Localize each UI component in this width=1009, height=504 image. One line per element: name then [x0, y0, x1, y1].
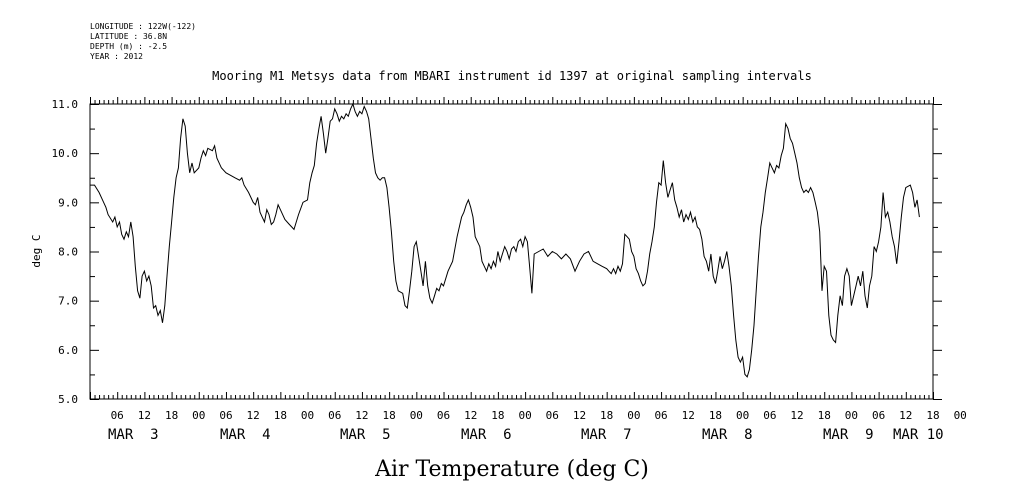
x-hour-label: 12 [138, 409, 151, 422]
x-hour-label: 12 [464, 409, 477, 422]
x-hour-label: 18 [274, 409, 287, 422]
x-day-label: MAR 8 [702, 427, 753, 443]
x-day-label: MAR 5 [340, 427, 391, 443]
x-day-label: MAR 6 [461, 427, 512, 443]
x-hour-label: 18 [926, 409, 939, 422]
y-tick-label: 9.0 [58, 196, 78, 209]
x-hour-label: 12 [790, 409, 803, 422]
x-day-label: MAR 3 [108, 427, 159, 443]
x-axis-title: Air Temperature (deg C) [374, 457, 649, 482]
year-label: YEAR : 2012 [90, 52, 143, 61]
axis-ticks [90, 97, 942, 400]
x-hour-label: 18 [165, 409, 178, 422]
x-hour-label: 00 [954, 409, 967, 422]
chart-title: Mooring M1 Metsys data from MBARI instru… [212, 69, 812, 83]
x-hour-label: 18 [600, 409, 613, 422]
x-hour-label: 00 [192, 409, 205, 422]
y-tick-label: 10.0 [52, 147, 79, 160]
x-hour-label: 18 [818, 409, 831, 422]
temperature-series-line [90, 102, 920, 378]
x-hour-label: 18 [491, 409, 504, 422]
x-hour-label: 06 [546, 409, 559, 422]
x-day-label: MAR 9 [823, 427, 874, 443]
x-hour-label: 12 [573, 409, 586, 422]
x-hour-label: 06 [111, 409, 124, 422]
x-hour-label: 00 [518, 409, 531, 422]
y-tick-label: 6.0 [58, 344, 78, 357]
x-hour-labels: 06 12 18 00 06 12 18 00 06 12 18 00 06 12 18 00 06 12 18 00… [111, 409, 967, 422]
x-hour-label: 06 [328, 409, 341, 422]
plot-frame [89, 103, 934, 400]
y-tick-label: 8.0 [58, 246, 78, 259]
y-tick-label: 5.0 [58, 393, 78, 406]
x-day-labels: MAR 3 MAR 4 MAR 5 MAR 6 MAR 7 MAR 8 MAR 9 MAR 1… [108, 427, 944, 443]
x-hour-label: 12 [355, 409, 368, 422]
mooring-metadata: LONGITUDE : 122W(-122) LATITUDE : 36.8N … [90, 22, 196, 61]
y-tick-label: 11.0 [52, 98, 79, 111]
x-day-label: MAR 7 [581, 427, 632, 443]
x-day-label: MAR 10 [893, 427, 944, 443]
y-tick-label: 7.0 [58, 295, 78, 308]
x-hour-label: 00 [736, 409, 749, 422]
longitude-label: LONGITUDE : 122W(-122) [90, 22, 196, 31]
x-hour-label: 06 [763, 409, 776, 422]
x-hour-label: 06 [654, 409, 667, 422]
x-hour-label: 12 [899, 409, 912, 422]
x-hour-label: 06 [872, 409, 885, 422]
y-tick-labels: 5.0 6.0 7.0 8.0 9.0 10.0 11.0 [52, 98, 79, 406]
x-hour-label: 00 [301, 409, 314, 422]
depth-label: DEPTH (m) : -2.5 [90, 42, 167, 51]
x-hour-label: 18 [709, 409, 722, 422]
x-hour-label: 00 [627, 409, 640, 422]
x-hour-label: 06 [437, 409, 450, 422]
x-hour-label: 00 [410, 409, 423, 422]
x-hour-label: 12 [682, 409, 695, 422]
y-axis-label: deg C [30, 234, 43, 267]
latitude-label: LATITUDE : 36.8N [90, 32, 167, 41]
x-hour-label: 12 [247, 409, 260, 422]
x-hour-label: 06 [219, 409, 232, 422]
x-day-label: MAR 4 [220, 427, 271, 443]
x-hour-label: 18 [383, 409, 396, 422]
x-hour-label: 00 [845, 409, 858, 422]
